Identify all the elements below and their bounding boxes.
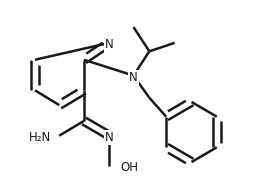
Text: N: N bbox=[105, 131, 114, 144]
Text: OH: OH bbox=[121, 161, 139, 174]
Text: N: N bbox=[129, 70, 138, 84]
Text: H₂N: H₂N bbox=[29, 131, 51, 144]
Text: N: N bbox=[105, 38, 114, 51]
